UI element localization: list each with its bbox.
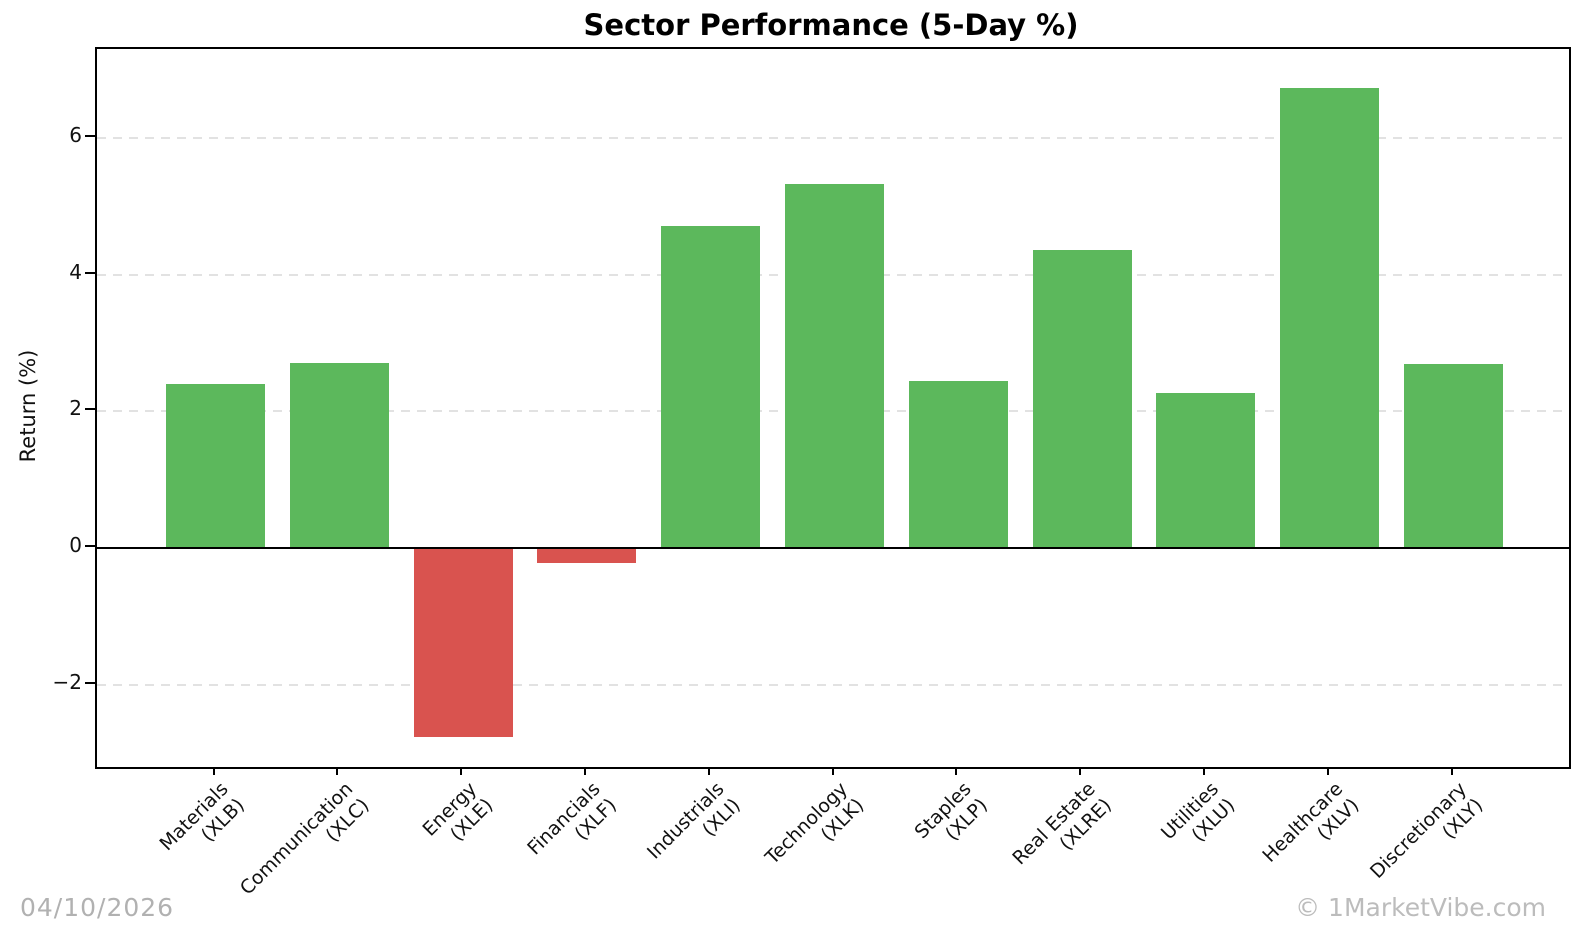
x-tick-label-ticker: (XLI) — [697, 794, 745, 841]
y-tick-mark — [85, 134, 95, 137]
y-tick-mark — [85, 271, 95, 274]
x-tick-label-ticker: (XLB) — [197, 794, 250, 847]
x-tick-label-ticker: (XLU) — [1187, 794, 1240, 847]
y-tick-label: 2 — [69, 396, 82, 421]
bar-xlre — [1032, 250, 1132, 549]
x-tick-label: Real Estate (XLRE) — [1008, 778, 1116, 886]
x-tick-label-sector: Discretionary — [1366, 778, 1472, 883]
x-tick-label: Discretionary (XLY) — [1366, 778, 1488, 900]
x-tick-label: Staples (XLP) — [911, 778, 993, 860]
zero-line — [97, 547, 1569, 550]
bar-xlv — [1280, 87, 1380, 549]
x-tick-label: Materials (XLB) — [156, 778, 250, 872]
y-tick-mark — [85, 681, 95, 684]
y-tick-label: 0 — [69, 533, 82, 558]
y-tick-label: 6 — [69, 122, 82, 147]
bar-xlf — [537, 548, 637, 563]
x-tick-label-sector: Materials — [155, 778, 234, 856]
x-tick-label-sector: Energy — [418, 778, 481, 841]
x-tick-label-sector: Staples — [910, 778, 976, 844]
x-tick-label-ticker: (XLV) — [1313, 794, 1364, 845]
chart-title: Sector Performance (5-Day %) — [583, 8, 1079, 42]
x-tick-label-ticker: (XLY) — [1438, 794, 1488, 844]
bar-xlb — [166, 384, 265, 549]
y-tick-mark — [85, 408, 95, 411]
bar-xlu — [1156, 392, 1256, 549]
x-tick-label-ticker: (XLC) — [321, 794, 374, 847]
bar-xlc — [289, 362, 389, 549]
x-tick-label: Industrials (XLI) — [643, 778, 746, 881]
x-tick-label: Communication (XLC) — [235, 778, 373, 916]
x-tick-label: Energy (XLE) — [418, 778, 498, 858]
x-tick-label: Utilities (XLU) — [1157, 778, 1240, 861]
x-tick-label-sector: Utilities — [1157, 778, 1224, 845]
y-tick-label: −2 — [52, 669, 82, 694]
x-tick-label-sector: Industrials — [642, 778, 729, 864]
x-tick-label-ticker: (XLF) — [570, 794, 621, 845]
y-tick-label: 4 — [69, 259, 82, 284]
y-axis-label: Return (%) — [16, 349, 40, 463]
footer-watermark: © 1MarketVibe.com — [1295, 893, 1546, 922]
x-tick-label-sector: Real Estate — [1008, 778, 1100, 870]
x-tick-label-sector: Financials — [523, 778, 605, 860]
bar-xle — [413, 548, 513, 737]
x-tick-label: Financials (XLF) — [523, 778, 621, 876]
bar-xly — [1404, 364, 1503, 549]
plot-area — [95, 47, 1571, 769]
x-tick-label-ticker: (XLE) — [445, 794, 497, 846]
bar-xlk — [785, 184, 884, 549]
bar-xli — [661, 226, 761, 549]
x-tick-label-ticker: (XLRE) — [1055, 794, 1116, 855]
bar-xlp — [908, 381, 1008, 549]
x-tick-label-ticker: (XLP) — [941, 794, 993, 846]
gridline-y-2 — [97, 683, 1569, 686]
x-tick-label-sector: Healthcare — [1258, 778, 1348, 867]
x-tick-label: Healthcare (XLV) — [1258, 778, 1364, 884]
footer-date: 04/10/2026 — [20, 893, 175, 922]
x-tick-label: Technology (XLK) — [761, 778, 869, 886]
y-tick-mark — [85, 545, 95, 548]
x-tick-label-ticker: (XLK) — [816, 794, 869, 846]
x-tick-label-sector: Technology — [761, 778, 853, 869]
gridline-y6 — [97, 136, 1569, 139]
x-tick-label-sector: Communication — [235, 778, 357, 900]
